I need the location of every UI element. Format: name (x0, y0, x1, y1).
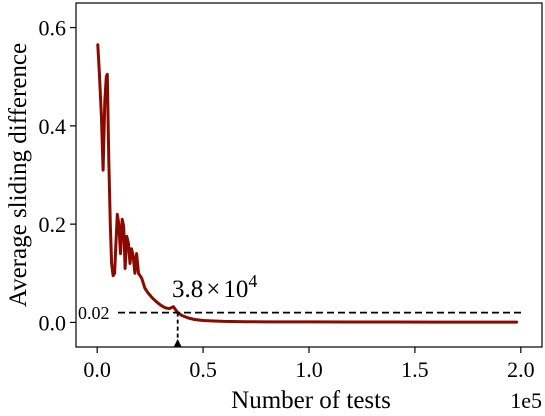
x-tick-label: 2.0 (507, 357, 535, 382)
series-line (96, 43, 519, 324)
y-tick-label: 0.4 (39, 114, 67, 139)
x-tick-label: 0.0 (83, 357, 111, 382)
threshold-label: 0.02 (78, 303, 110, 323)
axes-frame (75, 2, 543, 348)
plot-area (96, 43, 524, 347)
x-axis-title: Number of tests (231, 387, 391, 414)
y-axis-title: Average sliding difference (5, 43, 32, 307)
x-tick-label: 0.5 (189, 357, 217, 382)
crossing-arrowhead (173, 339, 182, 347)
x-axis-ticks: 0.0 0.5 1.0 1.5 2.0 (83, 347, 535, 382)
y-tick-label: 0.2 (39, 212, 67, 237)
crossing-annotation: 3.8 × 104 (172, 271, 257, 303)
x-scale-offset-label: 1e5 (510, 388, 542, 413)
y-tick-label: 0.0 (39, 310, 67, 335)
y-axis-ticks: 0.0 0.2 0.4 0.6 (39, 16, 76, 335)
x-tick-label: 1.0 (295, 357, 323, 382)
x-tick-label: 1.5 (401, 357, 429, 382)
y-tick-label: 0.6 (39, 16, 67, 41)
